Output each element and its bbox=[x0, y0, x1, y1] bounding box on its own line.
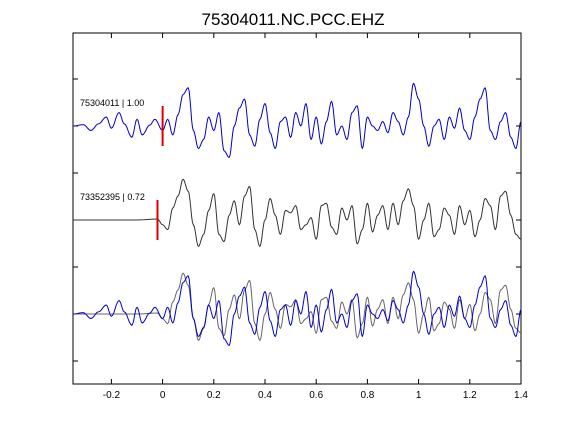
trace-middle-gray bbox=[73, 178, 522, 247]
x-tick-label-6: 1 bbox=[416, 390, 422, 401]
chart-title: 75304011.NC.PCC.EHZ bbox=[202, 10, 385, 29]
trace-label-top: 75304011 | 1.00 bbox=[80, 98, 144, 108]
x-tick-label-2: 0.2 bbox=[207, 390, 221, 401]
x-tick-label-7: 1.2 bbox=[463, 390, 477, 401]
waveform-traces bbox=[72, 82, 522, 346]
plot-frame bbox=[72, 32, 522, 385]
trace-label-middle: 73352395 | 0.72 bbox=[80, 192, 145, 202]
trace-top-blue bbox=[72, 82, 522, 158]
x-axis-ticks bbox=[110, 33, 522, 384]
x-tick-label-1: 0 bbox=[160, 390, 166, 401]
x-tick-label-4: 0.6 bbox=[309, 390, 323, 401]
trace-overlay-blue bbox=[72, 270, 522, 346]
x-axis-tick-labels: -0.2 0 0.2 0.4 0.6 0.8 1 1.2 1.4 bbox=[103, 390, 529, 401]
x-tick-label-0: -0.2 bbox=[103, 390, 121, 401]
x-tick-label-8: 1.4 bbox=[514, 390, 528, 401]
trace-overlay-gray bbox=[73, 272, 522, 341]
x-tick-label-5: 0.8 bbox=[360, 390, 374, 401]
x-tick-label-3: 0.4 bbox=[258, 390, 272, 401]
